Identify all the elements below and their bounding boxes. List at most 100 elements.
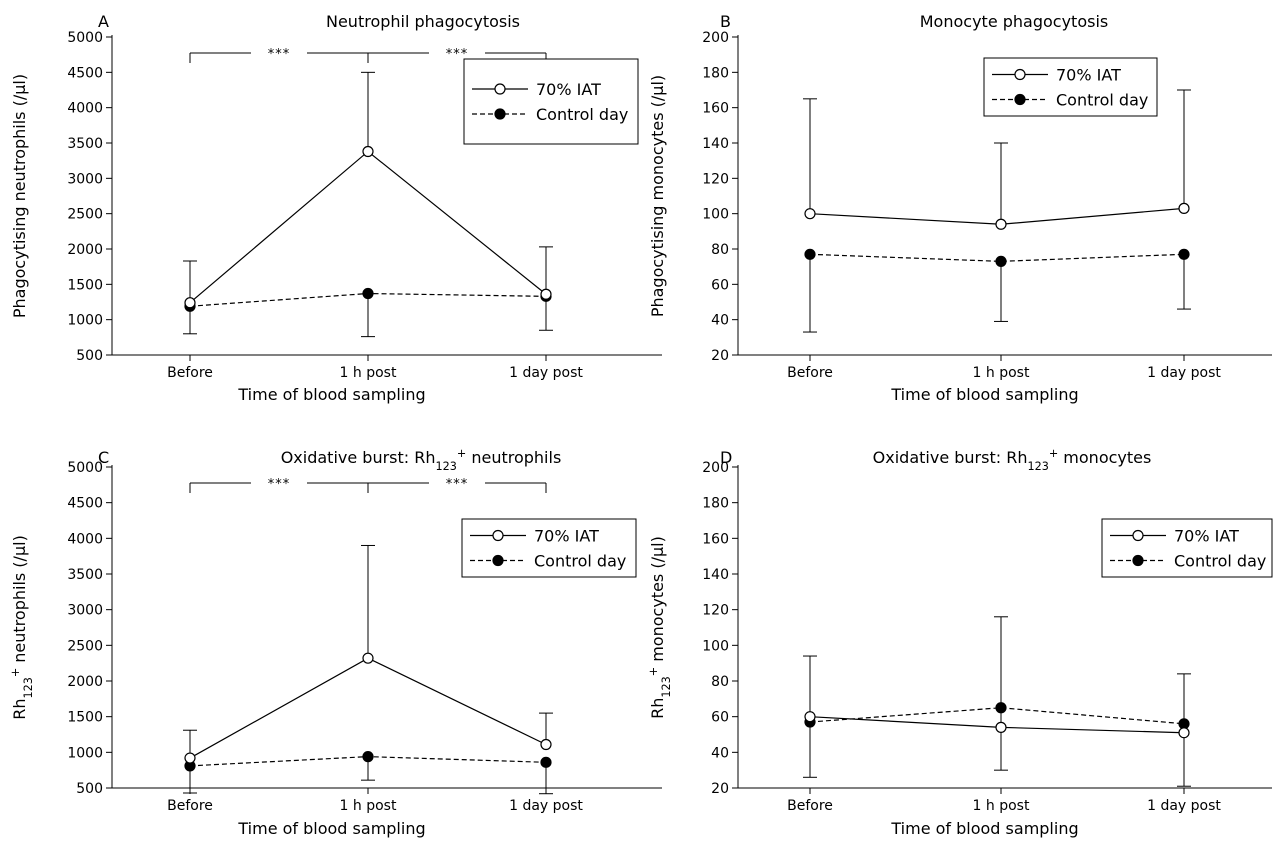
y-axis-title: Rh123+ neutrophils (/µl) — [9, 535, 35, 720]
data-point-iat — [184, 752, 196, 764]
panel-title-text: Oxidative burst: Rh — [873, 448, 1028, 467]
y-tick-label: 4500 — [67, 65, 103, 81]
y-tick-label: 60 — [711, 277, 729, 293]
y-axis-title-superscript: + — [647, 667, 660, 676]
y-tick-label: 3000 — [67, 171, 103, 187]
data-point-iat — [1178, 202, 1190, 214]
y-tick-label: 60 — [711, 710, 729, 726]
y-tick-label: 200 — [702, 30, 729, 46]
y-axis-title-subscript: 123 — [660, 676, 673, 697]
x-tick-label: 1 h post — [973, 798, 1030, 814]
y-tick-label: 40 — [711, 745, 729, 761]
y-axis-title-suffix: neutrophils (/µl) — [10, 535, 29, 668]
y-tick-label: 3000 — [67, 603, 103, 619]
x-tick-label: 1 h post — [340, 798, 397, 814]
y-tick-label: 20 — [711, 781, 729, 797]
y-axis-title-text: Phagocytising neutrophils (/µl) — [10, 74, 29, 318]
data-point-control — [362, 287, 374, 300]
y-tick-label: 2500 — [67, 638, 103, 654]
x-axis-title: Time of blood sampling — [237, 385, 425, 404]
y-tick-label: 140 — [702, 136, 729, 152]
y-tick-label: 2000 — [67, 242, 103, 258]
legend-marker — [1014, 68, 1026, 81]
y-axis-title: Rh123+ monocytes (/µl) — [647, 536, 673, 719]
panel-title-subscript: 123 — [1027, 460, 1048, 473]
legend-box — [461, 518, 637, 578]
data-point-iat — [995, 218, 1007, 230]
y-tick-label: 1000 — [67, 313, 103, 329]
data-point-iat — [804, 711, 816, 723]
legend-marker — [1132, 529, 1144, 542]
y-tick-label: 140 — [702, 567, 729, 583]
legend-marker — [494, 83, 506, 95]
y-tick-label: 2000 — [67, 674, 103, 690]
legend-marker — [1014, 93, 1026, 106]
legend-label: Control day — [1174, 552, 1266, 571]
panel-c: 500 1000 1500 2000 2500 3000 3500 4000 4500 5000 B… — [9, 447, 662, 838]
legend-label: 70% IAT — [1056, 66, 1121, 85]
y-tick-label: 3500 — [67, 567, 103, 583]
y-axis-title-text: Phagocytising monocytes (/µl) — [648, 75, 667, 317]
legend-label: Control day — [534, 552, 626, 571]
significance-label: *** — [268, 47, 291, 62]
series-line-control — [809, 253, 1185, 262]
y-axis-title-text: Rh — [10, 699, 29, 720]
y-tick-label: 100 — [702, 638, 729, 654]
data-point-control — [995, 702, 1007, 714]
panel-title-subscript: 123 — [436, 460, 457, 473]
y-tick-label: 2500 — [67, 207, 103, 223]
y-tick-label: 1500 — [67, 710, 103, 726]
y-tick-label: 500 — [76, 348, 103, 364]
y-tick-label: 5000 — [67, 30, 103, 46]
panel-letter: C — [98, 448, 109, 467]
x-tick-label: 1 day post — [1147, 365, 1221, 381]
legend-label: Control day — [1056, 91, 1148, 110]
y-axis-title-suffix: monocytes (/µl) — [648, 536, 667, 667]
legend-box — [1101, 518, 1273, 578]
data-point-iat — [995, 721, 1007, 733]
y-tick-label: 120 — [702, 603, 729, 619]
y-axis-title-superscript: + — [9, 668, 22, 677]
x-tick-label: 1 day post — [1147, 798, 1221, 814]
data-point-iat — [804, 208, 816, 220]
data-point-control — [362, 751, 374, 763]
data-point-iat — [362, 652, 374, 664]
x-tick-label: 1 day post — [509, 365, 583, 381]
y-tick-label: 4000 — [67, 531, 103, 547]
y-tick-label: 120 — [702, 171, 729, 187]
panel-title-text: Monocyte phagocytosis — [920, 12, 1108, 31]
panel-title-superscript: + — [457, 447, 466, 460]
significance-label: *** — [446, 477, 469, 492]
y-tick-label: 3500 — [67, 136, 103, 152]
y-tick-label: 180 — [702, 496, 729, 512]
x-tick-label: 1 h post — [340, 365, 397, 381]
x-tick-label: Before — [167, 798, 213, 814]
panel-letter: A — [98, 12, 109, 31]
y-tick-label: 4000 — [67, 101, 103, 117]
x-tick-label: Before — [167, 365, 213, 381]
panel-title-suffix: monocytes — [1058, 448, 1151, 467]
data-point-control — [804, 248, 816, 260]
data-point-control — [540, 756, 552, 768]
legend-box — [983, 57, 1158, 117]
legend-label: 70% IAT — [534, 527, 599, 546]
y-tick-label: 5000 — [67, 460, 103, 476]
panel-a: 500 1000 1500 2000 2500 3000 3500 4000 4500 5000 B… — [10, 12, 662, 404]
legend-marker — [1132, 554, 1144, 567]
data-point-iat — [184, 297, 196, 309]
y-tick-label: 1000 — [67, 745, 103, 761]
legend-marker — [492, 554, 504, 567]
data-point-iat — [1178, 727, 1190, 739]
legend-label: 70% IAT — [536, 80, 601, 99]
x-tick-label: Before — [787, 365, 833, 381]
x-tick-label: Before — [787, 798, 833, 814]
y-tick-label: 40 — [711, 313, 729, 329]
panel-title: Oxidative burst: Rh123+ neutrophils — [281, 447, 562, 473]
panel-d: 20 40 60 80 100 120 140 160 180 200 Before 1 h post… — [647, 447, 1273, 838]
x-axis-title: Time of blood sampling — [237, 819, 425, 838]
y-tick-label: 80 — [711, 242, 729, 258]
data-point-iat — [540, 738, 552, 751]
y-axis-title-subscript: 123 — [22, 677, 35, 698]
y-tick-label: 200 — [702, 460, 729, 476]
